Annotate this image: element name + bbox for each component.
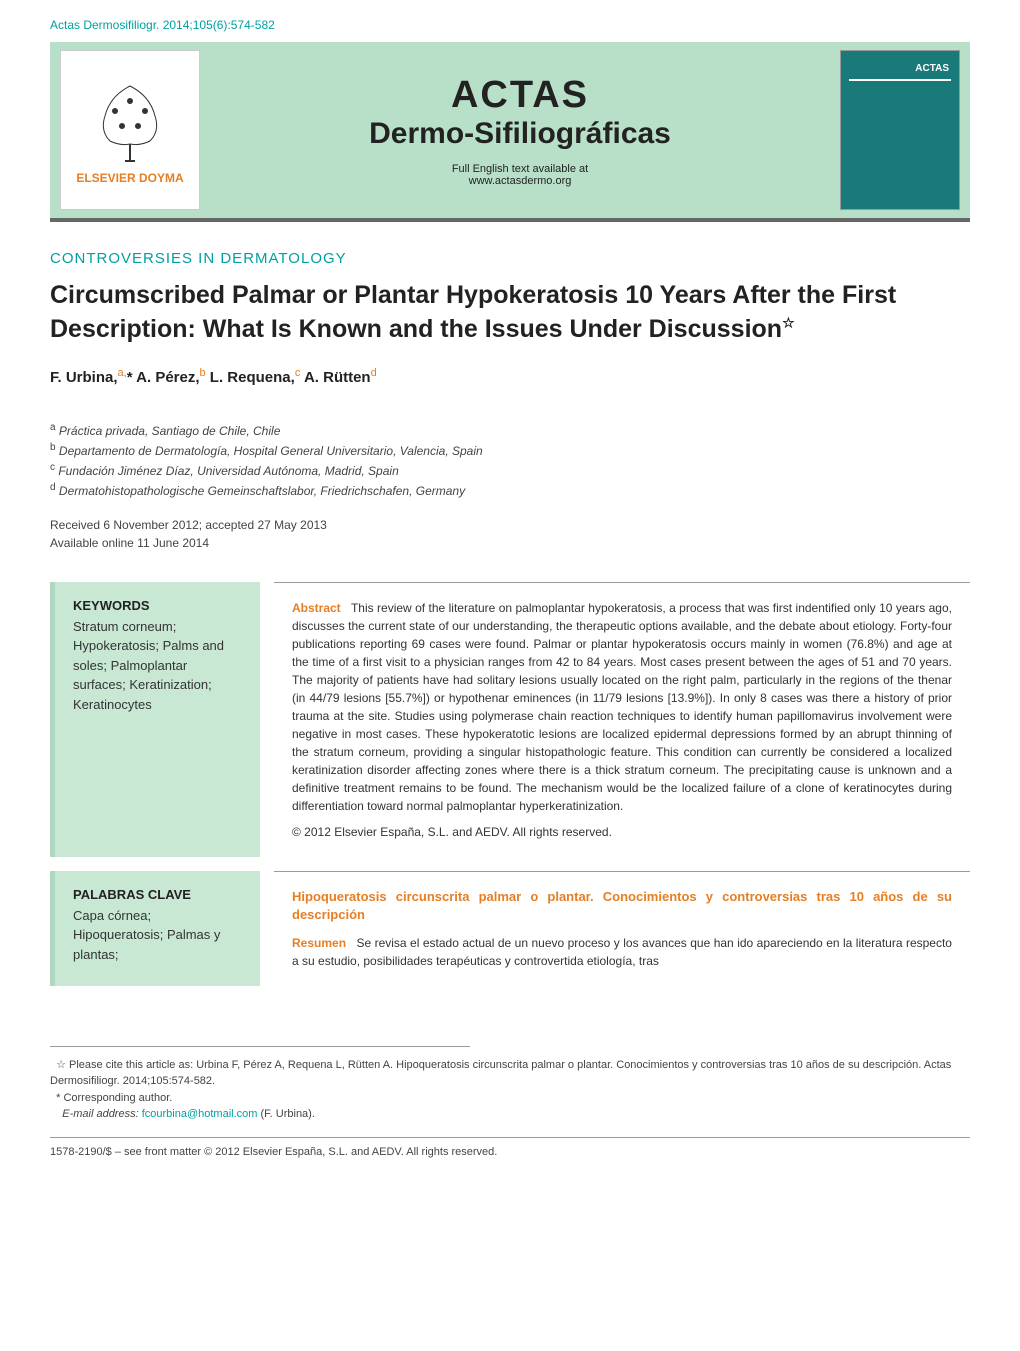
abstract-spanish-block: PALABRAS CLAVE Capa córnea; Hipoqueratos… xyxy=(50,871,970,986)
keywords-heading-en: KEYWORDS xyxy=(73,598,242,613)
spanish-article-title: Hipoqueratosis circunscrita palmar o pla… xyxy=(292,888,952,924)
journal-title-line1: ACTAS xyxy=(230,74,810,117)
corresponding-email[interactable]: fcourbina@hotmail.com xyxy=(142,1108,258,1120)
footnotes-separator xyxy=(50,1046,470,1057)
keywords-spanish-box: PALABRAS CLAVE Capa córnea; Hipoqueratos… xyxy=(50,871,260,986)
journal-cover-thumbnail xyxy=(840,50,960,210)
issn-copyright-line: 1578-2190/$ – see front matter © 2012 El… xyxy=(50,1137,970,1158)
journal-title-block: ACTAS Dermo-Sifiliográficas Full English… xyxy=(210,74,830,187)
abstract-label-en: Abstract xyxy=(292,601,341,615)
abstract-body-en: This review of the literature on palmopl… xyxy=(292,601,952,813)
abstract-text-en: Abstract This review of the literature o… xyxy=(274,582,970,857)
abstract-text-es: Hipoqueratosis circunscrita palmar o pla… xyxy=(274,871,970,986)
received-accepted-date: Received 6 November 2012; accepted 27 Ma… xyxy=(50,516,970,534)
footnotes-block: ☆ Please cite this article as: Urbina F,… xyxy=(50,1057,970,1123)
journal-header-banner: ELSEVIER DOYMA ACTAS Dermo-Sifiliográfic… xyxy=(50,42,970,222)
title-footnote-star: ☆ xyxy=(782,314,795,330)
elsevier-tree-icon xyxy=(90,76,170,166)
article-dates: Received 6 November 2012; accepted 27 Ma… xyxy=(0,500,1020,572)
keywords-heading-es: PALABRAS CLAVE xyxy=(73,887,242,902)
resumen-label: Resumen xyxy=(292,936,346,950)
article-title: Circumscribed Palmar or Plantar Hypokera… xyxy=(0,279,1020,347)
available-online-date: Available online 11 June 2014 xyxy=(50,534,970,552)
affiliation-c: c Fundación Jiménez Díaz, Universidad Au… xyxy=(50,460,970,480)
section-label: CONTROVERSIES IN DERMATOLOGY xyxy=(0,222,1020,279)
affiliation-b: b Departamento de Dermatología, Hospital… xyxy=(50,440,970,460)
keywords-list-en: Stratum corneum; Hypokeratosis; Palms an… xyxy=(73,617,242,715)
article-title-text: Circumscribed Palmar or Plantar Hypokera… xyxy=(50,281,896,343)
publisher-logo: ELSEVIER DOYMA xyxy=(60,50,200,210)
authors-line: F. Urbina,a,* A. Pérez,b L. Requena,c A.… xyxy=(0,347,1020,396)
publisher-name: ELSEVIER DOYMA xyxy=(76,171,183,185)
affiliation-a: a Práctica privada, Santiago de Chile, C… xyxy=(50,420,970,440)
keywords-english-box: KEYWORDS Stratum corneum; Hypokeratosis;… xyxy=(50,582,260,857)
abstract-body-es: Se revisa el estado actual de un nuevo p… xyxy=(292,936,952,968)
abstract-copyright-en: © 2012 Elsevier España, S.L. and AEDV. A… xyxy=(292,823,952,841)
email-footnote: E-mail address: fcourbina@hotmail.com (F… xyxy=(50,1106,970,1123)
running-header-citation: Actas Dermosifiliogr. 2014;105(6):574-58… xyxy=(0,0,1020,42)
journal-title-line2: Dermo-Sifiliográficas xyxy=(230,117,810,151)
journal-tagline: Full English text available at xyxy=(230,163,810,175)
abstract-english-block: KEYWORDS Stratum corneum; Hypokeratosis;… xyxy=(50,582,970,857)
keywords-list-es: Capa córnea; Hipoqueratosis; Palmas y pl… xyxy=(73,906,242,965)
cite-as-footnote: ☆ Please cite this article as: Urbina F,… xyxy=(50,1057,970,1090)
affiliations-block: a Práctica privada, Santiago de Chile, C… xyxy=(0,396,1020,500)
journal-url: www.actasdermo.org xyxy=(230,175,810,187)
corresponding-author-footnote: * Corresponding author. xyxy=(50,1090,970,1107)
affiliation-d: d Dermatohistopathologische Gemeinschaft… xyxy=(50,480,970,500)
